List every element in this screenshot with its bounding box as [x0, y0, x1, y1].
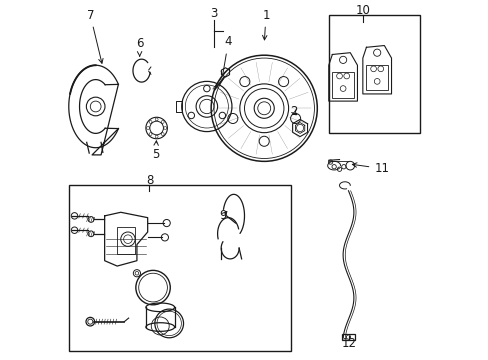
- Bar: [366, 65, 387, 90]
- Text: 12: 12: [341, 337, 356, 350]
- Text: 11: 11: [352, 162, 388, 175]
- Text: 7: 7: [86, 9, 103, 63]
- Text: 6: 6: [135, 37, 143, 56]
- Text: 2: 2: [290, 105, 297, 118]
- Text: 8: 8: [145, 174, 153, 186]
- Bar: [328, 15, 419, 134]
- Bar: [69, 185, 290, 351]
- Text: 1: 1: [262, 9, 269, 40]
- Text: 10: 10: [355, 4, 369, 17]
- Text: 5: 5: [152, 141, 159, 161]
- Bar: [117, 226, 135, 253]
- Text: 3: 3: [210, 7, 217, 20]
- Bar: [341, 334, 354, 340]
- Bar: [332, 72, 353, 98]
- Text: 9: 9: [219, 210, 226, 222]
- Text: 4: 4: [221, 35, 232, 76]
